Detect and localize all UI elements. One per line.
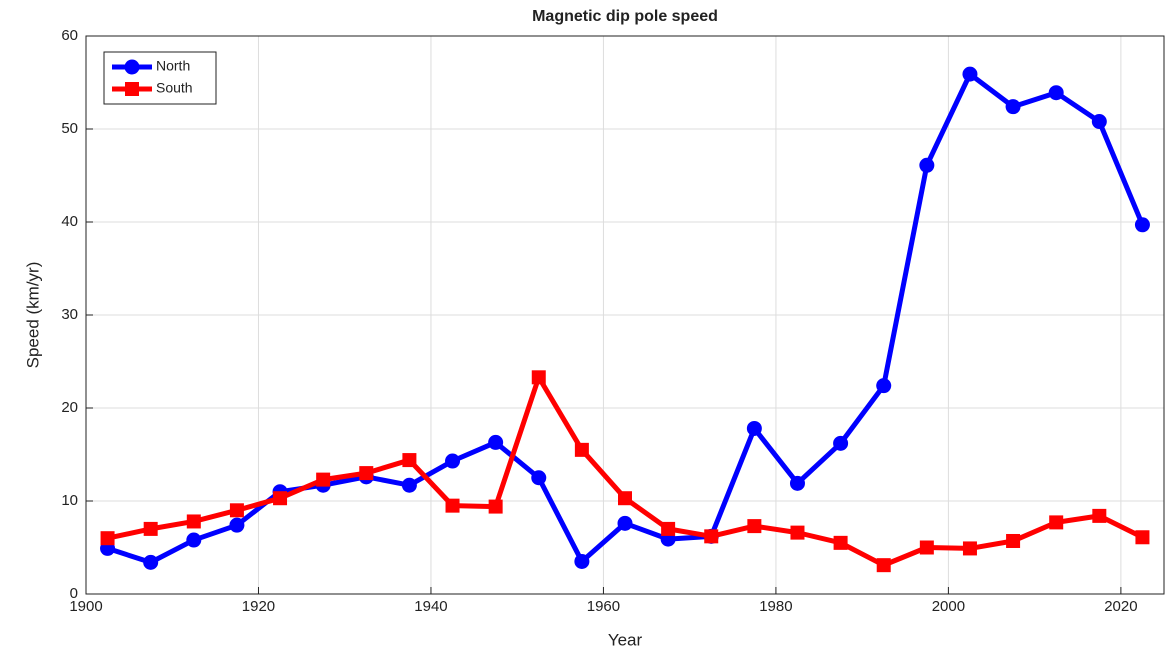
- x-tick-label: 2020: [1104, 598, 1137, 615]
- data-point: [746, 420, 762, 436]
- data-point: [962, 541, 977, 556]
- data-point: [747, 519, 762, 534]
- legend-box: [103, 51, 217, 105]
- data-point: [531, 470, 547, 486]
- legend-label: North: [156, 58, 190, 74]
- x-tick-label: 2000: [932, 598, 965, 615]
- legend-label: South: [156, 80, 193, 96]
- chart-title: Magnetic dip pole speed: [532, 8, 718, 25]
- data-point: [402, 453, 417, 468]
- legend-marker: [125, 82, 139, 96]
- y-tick-label: 60: [61, 27, 78, 44]
- legend-marker: [124, 59, 140, 75]
- data-point: [962, 66, 978, 82]
- data-point: [229, 503, 244, 518]
- data-point: [574, 442, 589, 457]
- y-axis-label: Speed (km/yr): [23, 262, 42, 369]
- data-point: [359, 466, 374, 481]
- data-point: [1135, 530, 1150, 545]
- data-point: [316, 472, 331, 487]
- y-tick-label: 10: [61, 492, 78, 509]
- data-point: [401, 477, 417, 493]
- data-point: [1048, 85, 1064, 101]
- data-point: [143, 554, 159, 570]
- data-point: [1005, 99, 1021, 115]
- data-point: [833, 435, 849, 451]
- y-tick-label: 0: [70, 585, 78, 602]
- data-point: [574, 553, 590, 569]
- data-point: [790, 525, 805, 540]
- legend: North South: [103, 51, 217, 105]
- data-point: [143, 521, 158, 536]
- data-point: [617, 515, 633, 531]
- data-point: [833, 535, 848, 550]
- x-tick-label: 1900: [69, 598, 102, 615]
- data-point: [661, 521, 676, 536]
- y-tick-label: 50: [61, 120, 78, 137]
- x-tick-label: 1960: [587, 598, 620, 615]
- data-point: [876, 558, 891, 573]
- data-point: [704, 529, 719, 544]
- data-point: [1006, 533, 1021, 548]
- series-line: [106, 71, 1145, 565]
- series-line: [107, 374, 1144, 568]
- plot-frame: [85, 35, 1165, 595]
- data-point: [445, 498, 460, 513]
- x-tick-label: 1940: [414, 598, 447, 615]
- data-point: [789, 475, 805, 491]
- data-point: [1092, 508, 1107, 523]
- y-tick-label: 30: [61, 306, 78, 323]
- data-point: [186, 514, 201, 529]
- data-point: [445, 453, 461, 469]
- data-point: [1049, 515, 1064, 530]
- x-tick-label: 1920: [242, 598, 275, 615]
- x-axis-label: Year: [608, 630, 643, 649]
- data-point: [229, 517, 245, 533]
- data-point: [876, 378, 892, 394]
- data-point: [919, 540, 934, 555]
- data-point: [186, 532, 202, 548]
- data-point: [1091, 114, 1107, 130]
- data-point: [531, 370, 546, 385]
- data-point: [919, 157, 935, 173]
- x-tick-label: 1980: [759, 598, 792, 615]
- y-tick-label: 40: [61, 213, 78, 230]
- data-point: [100, 531, 115, 546]
- y-tick-label: 20: [61, 399, 78, 416]
- data-point: [488, 499, 503, 514]
- data-point: [273, 491, 288, 506]
- data-point: [488, 434, 504, 450]
- data-point: [1134, 217, 1150, 233]
- data-point: [618, 491, 632, 506]
